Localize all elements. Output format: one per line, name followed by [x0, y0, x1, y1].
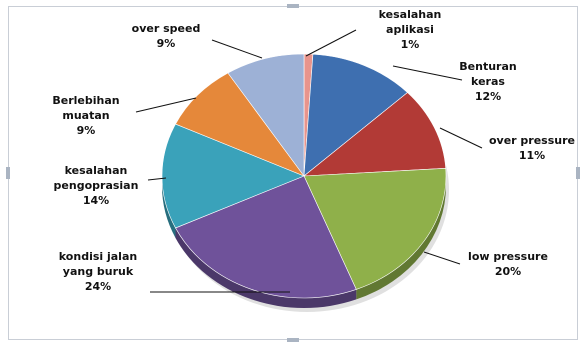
leader-line-2	[392, 65, 463, 81]
slice-label-line: aplikasi	[386, 23, 434, 36]
pie-slice-7	[175, 72, 305, 177]
leader-line-6	[147, 177, 167, 181]
pie-slice-4	[303, 168, 447, 290]
slice-label-line: yang buruk	[63, 265, 134, 278]
slice-label-line: 20%	[495, 265, 521, 278]
slice-label-line: muatan	[62, 109, 109, 122]
slice-label-1: kesalahan aplikasi 1%	[379, 8, 442, 51]
slice-label-2: Benturan keras 12%	[459, 60, 516, 103]
slice-label-7: Berlebihan muatan 9%	[52, 94, 119, 137]
leader-line-8	[211, 39, 263, 59]
resize-handle-top[interactable]	[287, 4, 299, 8]
pie-slice-6	[161, 123, 305, 229]
slice-label-line: kesalahan	[379, 8, 442, 21]
pie-slice-side-6	[162, 176, 176, 238]
slice-label-line: kesalahan	[65, 164, 128, 177]
pie-slice-5	[175, 175, 357, 299]
slice-label-6: kesalahan pengoprasian 14%	[54, 164, 139, 207]
slice-label-line: 11%	[519, 149, 545, 162]
slice-label-8: over speed 9%	[132, 22, 201, 50]
leader-line-7	[135, 97, 197, 113]
slice-label-line: Benturan	[459, 60, 516, 73]
slice-label-line: pengoprasian	[54, 179, 139, 192]
slice-label-line: over pressure	[489, 134, 575, 147]
pie-slice-side-4	[356, 176, 446, 300]
leader-line-4	[423, 251, 461, 265]
leader-line-3	[439, 127, 483, 149]
slice-label-line: 14%	[83, 194, 109, 207]
slice-label-line: 9%	[77, 124, 96, 137]
resize-handle-bottom[interactable]	[287, 338, 299, 342]
leader-line-1	[305, 29, 357, 57]
slice-label-line: over speed	[132, 22, 201, 35]
slice-label-line: 1%	[401, 38, 420, 51]
pie-slice-8	[227, 53, 305, 177]
slice-label-line: 24%	[85, 280, 111, 293]
pie-slice-2	[303, 53, 408, 177]
pie-slice-3	[303, 92, 447, 177]
slice-label-line: 12%	[475, 90, 501, 103]
resize-handle-left[interactable]	[6, 167, 10, 179]
slice-label-line: kondisi jalan	[59, 250, 137, 263]
slice-label-line: keras	[471, 75, 505, 88]
slice-label-line: low pressure	[468, 250, 548, 263]
slice-label-5: kondisi jalan yang buruk 24%	[59, 250, 137, 293]
slice-label-line: Berlebihan	[52, 94, 119, 107]
resize-handle-right[interactable]	[576, 167, 580, 179]
pie-slice-side-5	[175, 227, 357, 308]
slice-label-line: 9%	[157, 37, 176, 50]
slice-label-3: over pressure 11%	[489, 134, 575, 162]
slice-label-4: low pressure 20%	[468, 250, 548, 278]
